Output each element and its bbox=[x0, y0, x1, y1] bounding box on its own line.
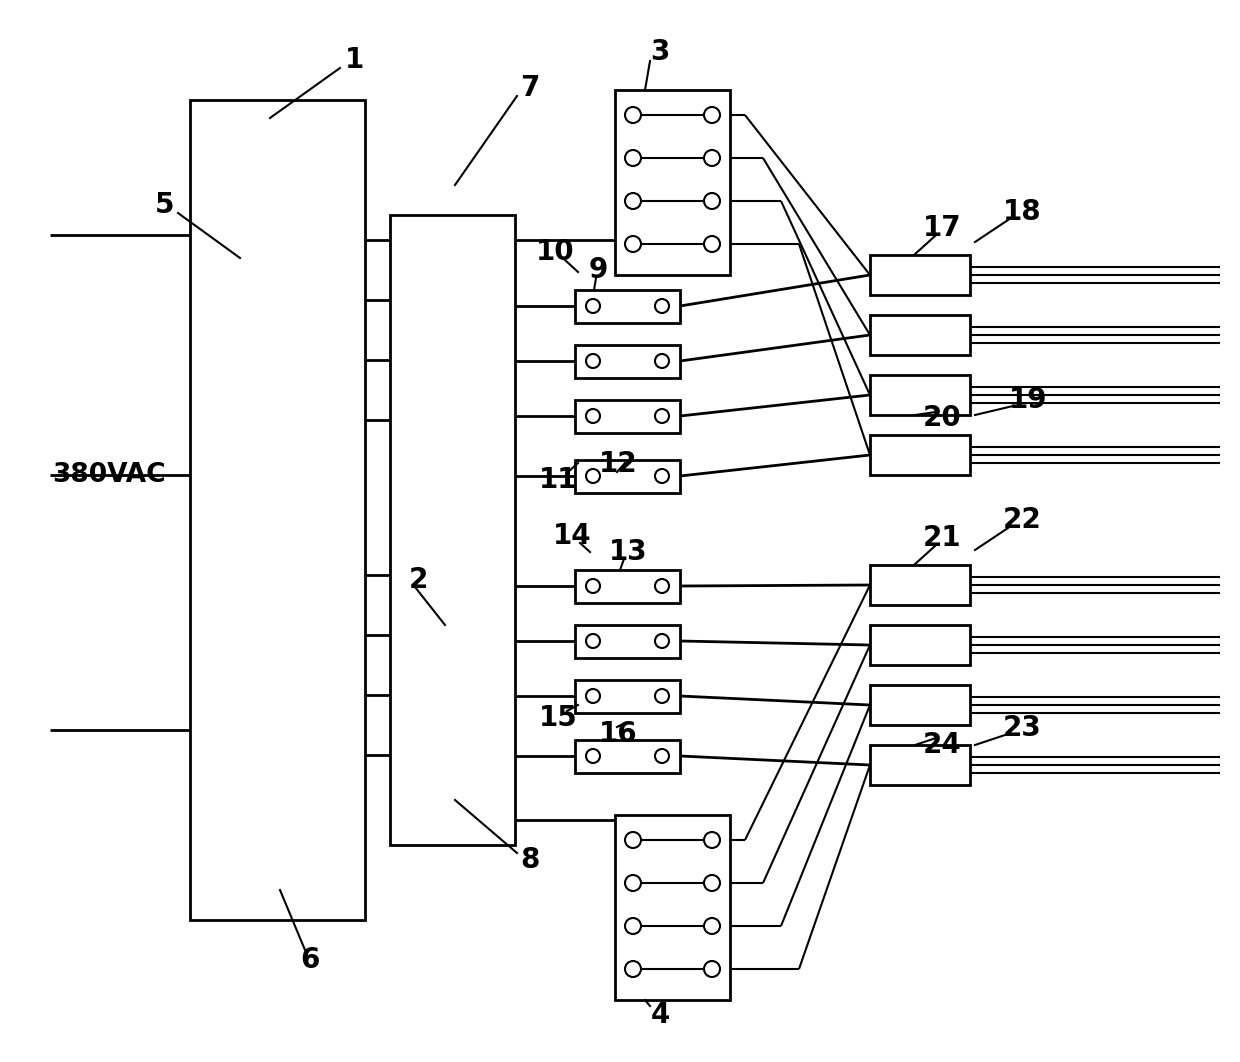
Bar bbox=[615, 90, 730, 275]
Text: 11: 11 bbox=[538, 466, 578, 494]
Text: 2: 2 bbox=[408, 566, 428, 594]
Bar bbox=[870, 746, 970, 785]
Text: 16: 16 bbox=[599, 720, 637, 748]
Bar bbox=[575, 460, 680, 493]
Bar bbox=[870, 435, 970, 475]
Bar bbox=[190, 100, 365, 920]
Bar bbox=[615, 815, 730, 1000]
Bar bbox=[575, 570, 680, 603]
Text: 10: 10 bbox=[536, 238, 574, 266]
Bar bbox=[870, 255, 970, 295]
Text: 3: 3 bbox=[650, 38, 670, 66]
Bar bbox=[870, 315, 970, 355]
Text: 18: 18 bbox=[1003, 198, 1042, 226]
Text: 15: 15 bbox=[538, 704, 578, 732]
Bar bbox=[391, 215, 515, 845]
Text: 23: 23 bbox=[1003, 714, 1042, 742]
Text: 24: 24 bbox=[923, 731, 961, 759]
Text: 7: 7 bbox=[521, 74, 539, 102]
Bar bbox=[870, 685, 970, 725]
Bar bbox=[870, 626, 970, 665]
Bar bbox=[870, 565, 970, 605]
Bar bbox=[575, 680, 680, 713]
Bar bbox=[575, 400, 680, 433]
Text: 19: 19 bbox=[1009, 386, 1048, 414]
Text: 9: 9 bbox=[588, 256, 608, 284]
Text: 5: 5 bbox=[155, 191, 175, 219]
Text: 6: 6 bbox=[300, 946, 320, 974]
Bar bbox=[575, 626, 680, 658]
Text: 12: 12 bbox=[599, 450, 637, 478]
Text: 21: 21 bbox=[923, 524, 961, 552]
Bar bbox=[870, 375, 970, 415]
Bar bbox=[575, 345, 680, 378]
Text: 20: 20 bbox=[923, 404, 961, 432]
Text: 380VAC: 380VAC bbox=[52, 462, 165, 489]
Text: 13: 13 bbox=[609, 538, 647, 566]
Text: 22: 22 bbox=[1003, 506, 1042, 534]
Text: 1: 1 bbox=[346, 46, 365, 74]
Bar bbox=[575, 740, 680, 773]
Text: 17: 17 bbox=[923, 215, 961, 242]
Text: 4: 4 bbox=[650, 1001, 670, 1029]
Bar bbox=[575, 290, 680, 323]
Text: 14: 14 bbox=[553, 523, 591, 550]
Text: 8: 8 bbox=[521, 846, 539, 874]
